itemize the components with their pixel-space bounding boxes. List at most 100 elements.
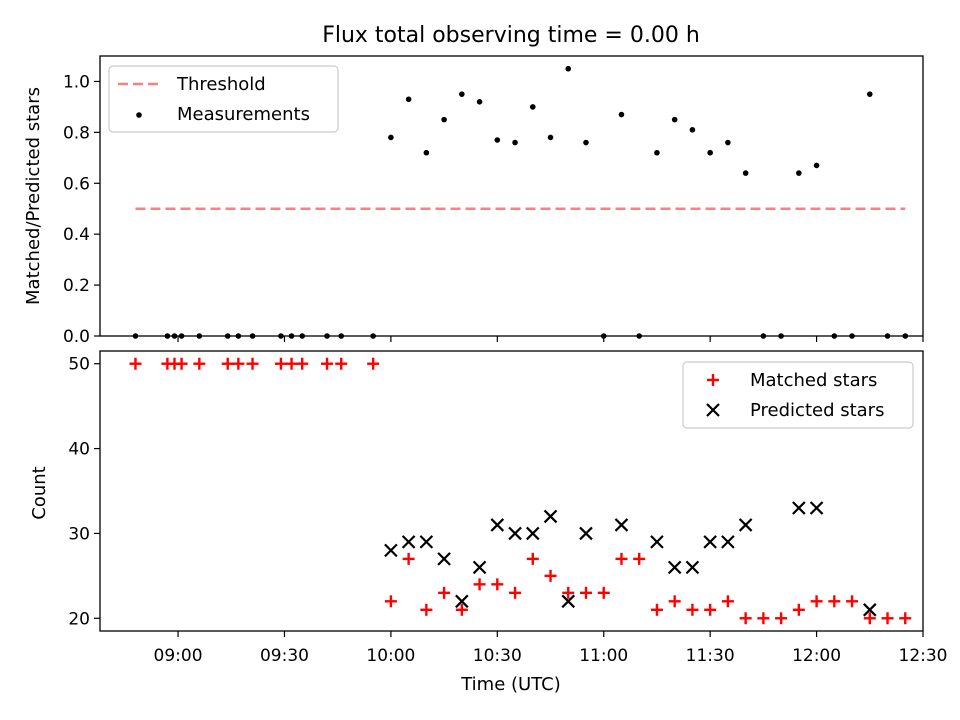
matched-star-point	[633, 552, 646, 565]
legend-threshold-label: Threshold	[176, 74, 266, 95]
legend-matched-label: Matched stars	[750, 370, 877, 391]
matched-star-point	[650, 603, 663, 616]
x-tick-label: 12:30	[899, 646, 948, 666]
top-y-ticks: 0.0 0.2 0.4 0.6 0.8 1.0	[63, 72, 100, 347]
bottom-legend: Matched stars Predicted stars	[682, 361, 914, 429]
predicted-star-point	[738, 518, 753, 532]
predicted-star-point	[650, 535, 664, 549]
bottom-x-ticks: 09:00 09:30 10:00 10:30 11:00 11:30 12:00 12:30	[154, 631, 948, 666]
matched-star-point	[863, 612, 876, 625]
predicted-star-point	[703, 535, 717, 549]
predicted-star-point	[561, 594, 576, 609]
matched-star-point	[757, 612, 770, 625]
predicted-stars-points	[384, 501, 877, 617]
predicted-star-point	[614, 518, 629, 532]
top-y-tick-label: 0.4	[63, 225, 90, 245]
predicted-star-point	[508, 526, 522, 541]
top-y-tick-label: 0.8	[63, 123, 90, 143]
measurement-point	[813, 162, 820, 169]
top-panel: Flux total observing time = 0.00 h 0.0 0.…	[23, 23, 924, 347]
measurement-point	[565, 65, 572, 72]
matched-star-point	[810, 595, 823, 608]
matched-star-point	[668, 595, 681, 608]
predicted-star-point	[792, 501, 806, 515]
matched-star-point	[420, 603, 433, 616]
predicted-star-point	[579, 526, 593, 541]
predicted-star-point	[685, 560, 700, 575]
predicted-star-point	[543, 509, 558, 524]
top-y-axis-label: Matched/Predicted stars	[23, 87, 44, 305]
matched-star-point	[438, 586, 451, 599]
matched-star-point	[526, 552, 539, 565]
measurement-points	[132, 65, 909, 339]
predicted-star-point	[809, 501, 824, 515]
legend-predicted-label: Predicted stars	[750, 400, 884, 421]
measurement-point	[583, 139, 589, 146]
predicted-star-point	[401, 535, 416, 549]
measurement-point	[405, 96, 412, 103]
chart-title: Flux total observing time = 0.00 h	[322, 23, 700, 48]
predicted-star-point	[472, 560, 487, 575]
predicted-star-point	[419, 535, 434, 549]
matched-star-point	[881, 612, 894, 625]
x-axis-label: Time (UTC)	[460, 674, 561, 695]
x-tick-label: 12:00	[792, 646, 841, 666]
matched-star-point	[899, 612, 912, 625]
legend-measurements-swatch	[136, 112, 142, 118]
matched-star-point	[473, 578, 486, 591]
matched-star-point	[686, 603, 699, 616]
legend-measurements-label: Measurements	[177, 104, 310, 125]
predicted-star-point	[437, 552, 451, 566]
bottom-y-tick-label: 20	[68, 609, 90, 629]
matched-star-point	[491, 578, 504, 591]
matched-star-point	[579, 586, 592, 599]
measurement-point	[866, 91, 873, 97]
bottom-y-tick-label: 30	[68, 524, 90, 544]
matched-star-point	[335, 357, 348, 370]
bottom-axes-frame	[99, 350, 924, 632]
x-tick-label: 10:00	[366, 646, 415, 666]
measurement-point	[742, 170, 749, 176]
measurement-point	[725, 139, 731, 146]
measurement-point	[689, 127, 696, 133]
matched-star-point	[509, 586, 522, 599]
measurement-point	[388, 134, 394, 141]
matched-star-point	[792, 603, 805, 616]
measurement-point	[796, 170, 802, 176]
matched-star-point	[828, 595, 841, 608]
measurement-point	[529, 104, 536, 110]
matched-star-point	[597, 586, 610, 599]
predicted-star-point	[863, 603, 877, 617]
measurement-point	[476, 99, 483, 105]
matched-star-point	[615, 552, 628, 565]
measurement-point	[654, 149, 660, 156]
measurement-point	[494, 137, 501, 143]
matched-star-point	[367, 357, 380, 370]
measurement-point	[618, 111, 625, 118]
predicted-star-point	[667, 560, 682, 575]
top-legend: Threshold Measurements	[108, 65, 339, 133]
matched-star-point	[739, 612, 752, 625]
x-tick-label: 11:30	[686, 646, 735, 666]
measurement-point	[707, 149, 713, 156]
matched-star-point	[721, 595, 734, 608]
top-y-tick-label: 0.2	[63, 276, 90, 296]
bottom-y-axis-label: Count	[29, 466, 50, 519]
x-tick-label: 11:00	[579, 646, 628, 666]
predicted-star-point	[455, 594, 469, 609]
top-y-tick-label: 0.0	[63, 327, 90, 347]
predicted-star-point	[384, 543, 398, 558]
matched-star-point	[285, 357, 298, 370]
matched-star-point	[544, 569, 557, 582]
matched-star-point	[246, 357, 259, 370]
matched-star-point	[846, 595, 859, 608]
matched-star-point	[704, 603, 717, 616]
matched-star-point	[402, 552, 415, 565]
legend-matched-swatch	[707, 374, 719, 386]
matched-star-point	[175, 357, 188, 370]
bottom-y-tick-label: 50	[68, 355, 90, 375]
top-y-tick-label: 1.0	[63, 72, 90, 92]
x-tick-label: 09:00	[154, 646, 203, 666]
matched-star-point	[775, 612, 788, 625]
